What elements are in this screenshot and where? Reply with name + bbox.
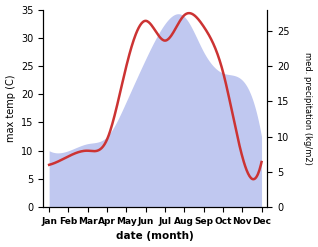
Y-axis label: max temp (C): max temp (C)	[5, 75, 16, 142]
X-axis label: date (month): date (month)	[116, 231, 194, 242]
Y-axis label: med. precipitation (kg/m2): med. precipitation (kg/m2)	[303, 52, 313, 165]
